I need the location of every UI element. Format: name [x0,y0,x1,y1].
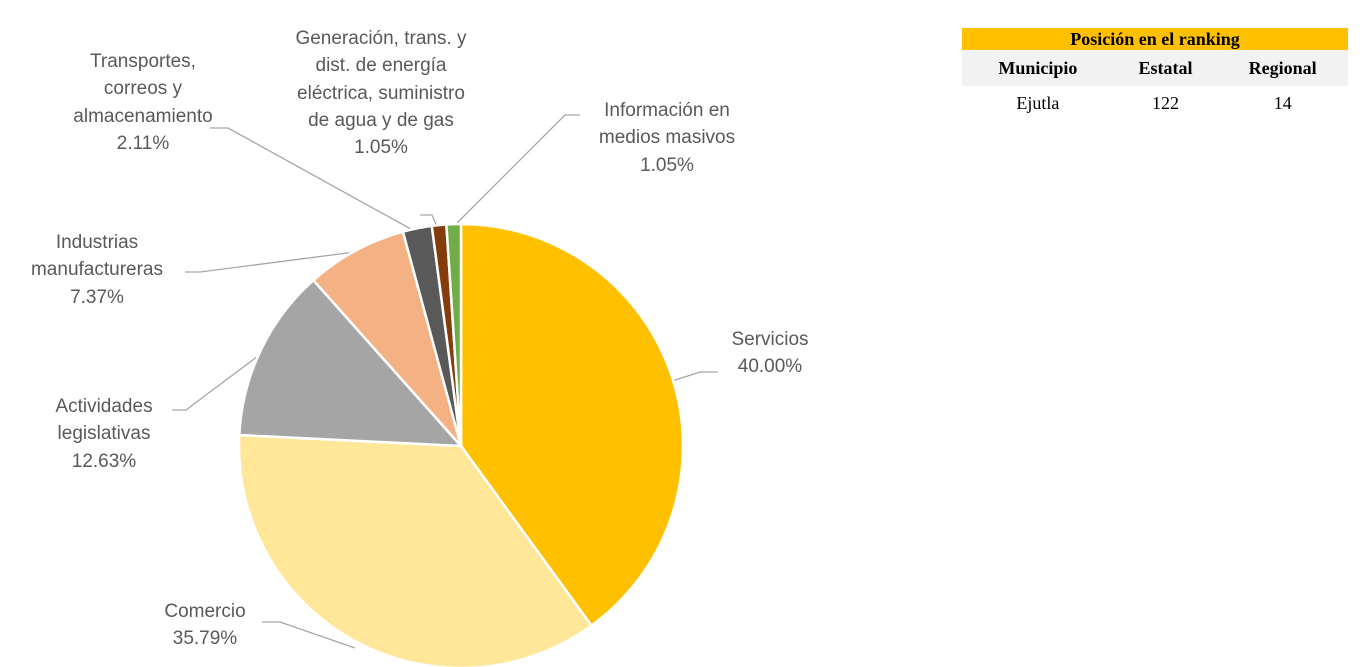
leader-lines [172,114,718,649]
slice-name: Actividades legislativas [55,396,153,445]
leader-line [451,114,580,229]
table-title: Posición en el ranking [962,28,1348,50]
table-cell: 122 [1152,92,1180,113]
leader-line [671,371,718,382]
pie-slice [237,278,464,448]
pie-slice [445,222,463,447]
slice-name: Transportes, correos y almacenamiento [73,51,213,127]
column-header: Regional [1217,50,1348,86]
leader-line [185,251,356,273]
slice-label: Generación, trans. y dist. de energía el… [295,25,467,161]
slice-name: Servicios [731,329,809,350]
slice-label: Actividades legislativas 12.63% [39,393,169,475]
slice-value: 12.63% [71,450,137,472]
pie-slice [237,433,594,667]
slice-label: Servicios 40.00% [715,326,825,381]
slice-label: Industrias manufactureras 7.37% [6,229,188,311]
pie [237,222,685,667]
slice-value: 1.05% [640,154,694,176]
slice-value: 40.00% [737,356,803,378]
pie-slice [459,222,685,628]
slice-label: Comercio 35.79% [150,598,260,653]
leader-line [262,621,356,649]
slice-value: 35.79% [172,628,238,650]
table-cell: Ejutla [1016,92,1060,113]
slice-value: 7.37% [70,286,124,308]
slice-label: Transportes, correos y almacenamiento 2.1… [69,48,217,157]
slice-value: 1.05% [354,137,408,159]
leader-line [172,355,259,411]
slice-name: Industrias manufactureras [30,232,163,281]
slice-name: Comercio [164,601,246,622]
column-header: Estatal [1113,50,1218,86]
slice-name: Generación, trans. y dist. de energía el… [295,28,467,131]
slice-label: Información en medios masivos 1.05% [585,97,750,179]
slice-name: Información en medios masivos [598,100,736,149]
table-cell: 14 [1273,92,1292,113]
pie-slice [311,230,463,447]
ranking-table: Posición en el ranking Municipio Estatal… [962,28,1348,120]
slice-value: 2.11% [116,132,170,154]
column-header: Municipio [962,50,1114,86]
leader-line [210,127,419,234]
